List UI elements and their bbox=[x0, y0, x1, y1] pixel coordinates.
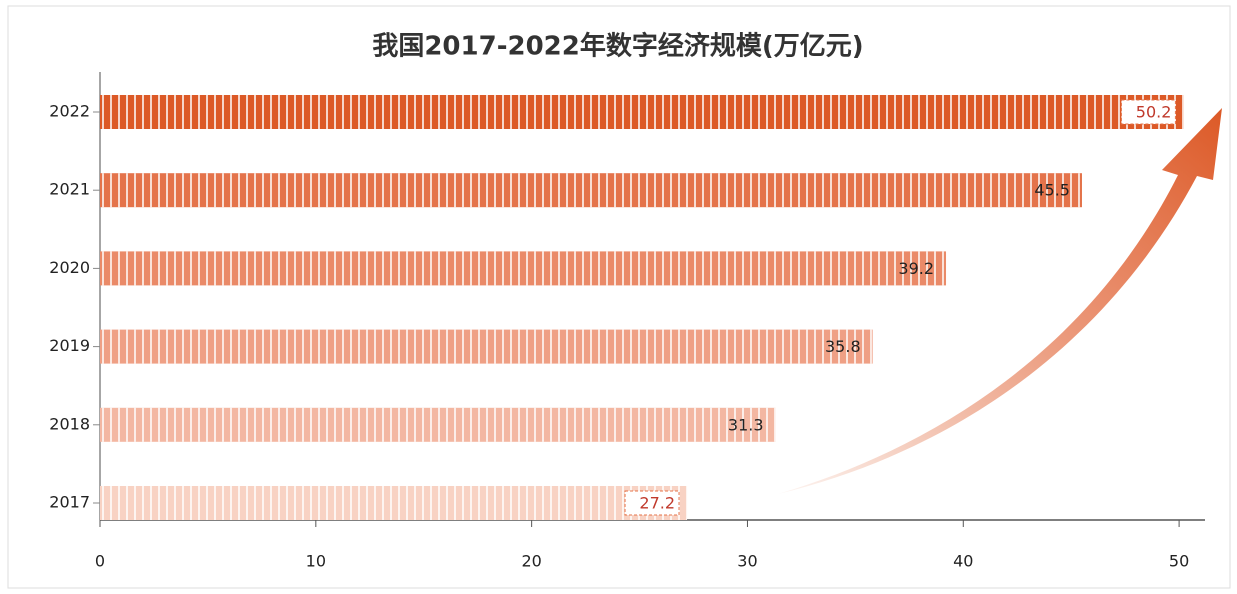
frame bbox=[7, 5, 1231, 589]
value-label-box bbox=[624, 490, 680, 516]
x-tick-label: 0 bbox=[95, 552, 105, 571]
x-tick-label: 10 bbox=[306, 552, 326, 571]
x-tick-label: 30 bbox=[737, 552, 757, 571]
x-tick-label: 20 bbox=[521, 552, 541, 571]
value-label-box bbox=[1120, 99, 1176, 125]
value-label: 35.8 bbox=[825, 337, 861, 356]
value-label: 45.5 bbox=[1034, 181, 1070, 200]
bar-stripes bbox=[100, 173, 1082, 208]
bar-stripes bbox=[100, 251, 947, 286]
y-tick-label: 2018 bbox=[49, 414, 90, 433]
value-label: 50.2 bbox=[1136, 103, 1172, 122]
y-tick-label: 2017 bbox=[49, 493, 90, 512]
y-tick-label: 2021 bbox=[49, 180, 90, 199]
bar-stripes bbox=[100, 329, 873, 364]
value-label: 31.3 bbox=[728, 415, 764, 434]
value-label: 39.2 bbox=[898, 259, 934, 278]
chart-title: 我国2017-2022年数字经济规模(万亿元) bbox=[372, 31, 863, 62]
y-tick-label: 2020 bbox=[49, 258, 90, 277]
y-tick-label: 2022 bbox=[49, 102, 90, 121]
bar-stripes bbox=[100, 486, 688, 520]
bar-stripes bbox=[100, 95, 1184, 129]
bar-stripes bbox=[100, 407, 776, 442]
y-tick-label: 2019 bbox=[49, 336, 90, 355]
x-tick-label: 50 bbox=[1169, 552, 1189, 571]
x-tick-label: 40 bbox=[953, 552, 973, 571]
value-label: 27.2 bbox=[639, 494, 675, 513]
growth-arrow bbox=[778, 108, 1222, 494]
